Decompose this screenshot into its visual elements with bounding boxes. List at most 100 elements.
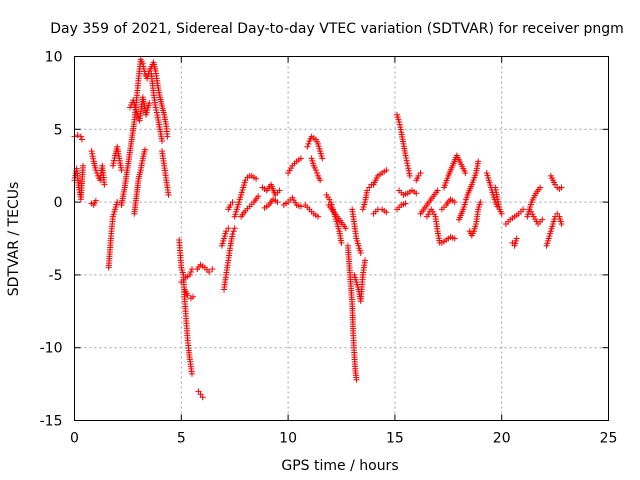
data-point-marker <box>397 124 404 131</box>
data-point-marker <box>110 160 117 167</box>
data-point-marker <box>118 167 125 174</box>
data-point-marker <box>206 268 213 275</box>
data-point-marker <box>255 193 262 200</box>
data-point-marker <box>402 152 409 159</box>
data-point-marker <box>231 225 238 232</box>
data-point-marker <box>230 228 237 235</box>
data-point-marker <box>313 169 320 176</box>
data-point-marker <box>225 225 232 232</box>
data-point-marker <box>353 376 360 383</box>
data-point-marker <box>229 231 236 238</box>
data-point-marker <box>199 394 206 401</box>
data-point-marker <box>494 198 501 205</box>
x-tick-label: 15 <box>386 431 404 447</box>
x-tick-label: 20 <box>493 431 511 447</box>
data-point-marker <box>494 196 501 203</box>
data-point-marker <box>520 206 527 213</box>
data-point-marker <box>304 143 311 150</box>
data-point-marker <box>406 172 413 179</box>
data-point-marker <box>495 201 502 208</box>
data-point-marker <box>383 167 390 174</box>
data-point-marker <box>403 157 410 164</box>
data-point-marker <box>477 199 484 206</box>
data-point-marker <box>209 266 216 273</box>
data-point-marker <box>139 60 146 67</box>
data-point-marker <box>357 250 364 257</box>
data-point-marker <box>188 370 195 377</box>
data-point-marker <box>537 184 544 191</box>
x-axis-label: GPS time / hours <box>281 458 398 474</box>
data-point-marker <box>338 239 345 246</box>
data-point-marker <box>153 109 160 116</box>
data-point-marker <box>111 157 118 164</box>
data-markers <box>71 56 565 401</box>
data-point-marker <box>253 175 260 182</box>
plot-frame <box>74 56 609 421</box>
data-point-marker <box>88 148 95 155</box>
data-point-marker <box>165 191 172 198</box>
data-point-marker <box>312 167 319 174</box>
data-point-marker <box>92 167 99 174</box>
data-point-marker <box>92 197 99 204</box>
data-point-marker <box>152 104 159 111</box>
data-point-marker <box>140 63 147 70</box>
chart-title: Day 359 of 2021, Sidereal Day-to-day VTE… <box>50 21 624 37</box>
data-point-marker <box>187 268 194 275</box>
data-point-marker <box>190 293 197 300</box>
data-point-marker <box>403 155 410 162</box>
data-point-marker <box>558 184 565 191</box>
axis-tick-labels: 0 5 10 15 20 25 -15 -10 -5 0 5 10 <box>40 50 618 447</box>
data-point-marker <box>109 162 116 169</box>
y-tick-label: -15 <box>40 414 63 430</box>
data-point-marker <box>186 271 193 278</box>
data-point-marker <box>276 187 283 194</box>
data-point-marker <box>496 203 503 210</box>
x-tick-label: 0 <box>70 431 79 447</box>
y-tick-label: -10 <box>40 341 63 357</box>
x-tick-label: 5 <box>177 431 186 447</box>
data-point-marker <box>188 266 195 273</box>
data-point-marker <box>498 210 505 217</box>
data-point-marker <box>402 200 409 207</box>
data-point-marker <box>184 292 191 299</box>
data-point-marker <box>229 199 236 206</box>
axis-ticks <box>74 56 609 421</box>
data-point-marker <box>159 137 166 144</box>
data-point-marker <box>475 158 482 165</box>
data-point-marker <box>305 140 312 147</box>
x-tick-label: 25 <box>600 431 618 447</box>
data-point-marker <box>434 187 441 194</box>
y-tick-label: 10 <box>45 50 63 66</box>
data-point-marker <box>451 235 458 242</box>
y-tick-label: 0 <box>54 195 63 211</box>
data-point-marker <box>396 119 403 126</box>
y-axis-label: SDTVAR / TECUs <box>6 182 22 297</box>
data-point-marker <box>101 181 108 188</box>
data-point-marker <box>513 235 520 242</box>
data-point-marker <box>141 146 148 153</box>
data-point-marker <box>154 112 161 119</box>
data-point-marker <box>406 170 413 177</box>
data-point-marker <box>558 220 565 227</box>
data-point-marker <box>114 199 121 206</box>
data-point-marker <box>78 136 85 143</box>
y-tick-label: -5 <box>49 268 63 284</box>
data-point-marker <box>413 190 420 197</box>
data-point-marker <box>396 121 403 128</box>
data-point-marker <box>90 155 97 162</box>
grid-layer <box>74 56 609 421</box>
data-point-marker <box>164 133 171 140</box>
data-point-marker <box>89 153 96 160</box>
data-point-marker <box>77 133 84 140</box>
data-point-marker <box>274 199 281 206</box>
data-point-marker <box>451 199 458 206</box>
data-point-marker <box>383 209 390 216</box>
data-point-marker <box>297 155 304 162</box>
data-point-marker <box>153 107 160 114</box>
data-point-marker <box>405 165 412 172</box>
data-point-marker <box>146 100 153 107</box>
data-point-marker <box>80 162 87 169</box>
data-point-marker <box>361 257 368 264</box>
data-point-marker <box>397 126 404 133</box>
